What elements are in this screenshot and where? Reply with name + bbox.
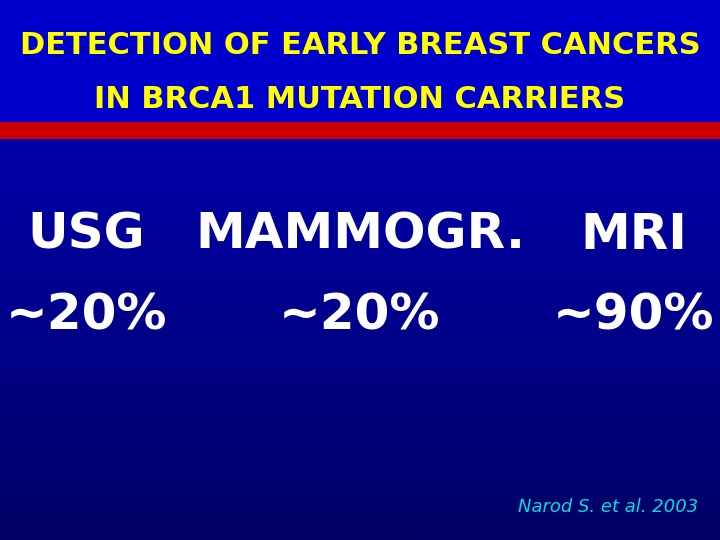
Text: MRI: MRI (580, 211, 687, 259)
Text: Narod S. et al. 2003: Narod S. et al. 2003 (518, 498, 698, 516)
Text: MAMMOGR.: MAMMOGR. (195, 211, 525, 259)
Text: IN BRCA1 MUTATION CARRIERS: IN BRCA1 MUTATION CARRIERS (94, 85, 626, 114)
Bar (0, 122, 720, 139)
Text: ~20%: ~20% (6, 292, 167, 340)
Text: DETECTION OF EARLY BREAST CANCERS: DETECTION OF EARLY BREAST CANCERS (19, 31, 701, 60)
Bar (0, 0, 720, 122)
Text: ~90%: ~90% (553, 292, 714, 340)
Text: USG: USG (27, 211, 145, 259)
Text: ~20%: ~20% (279, 292, 441, 340)
